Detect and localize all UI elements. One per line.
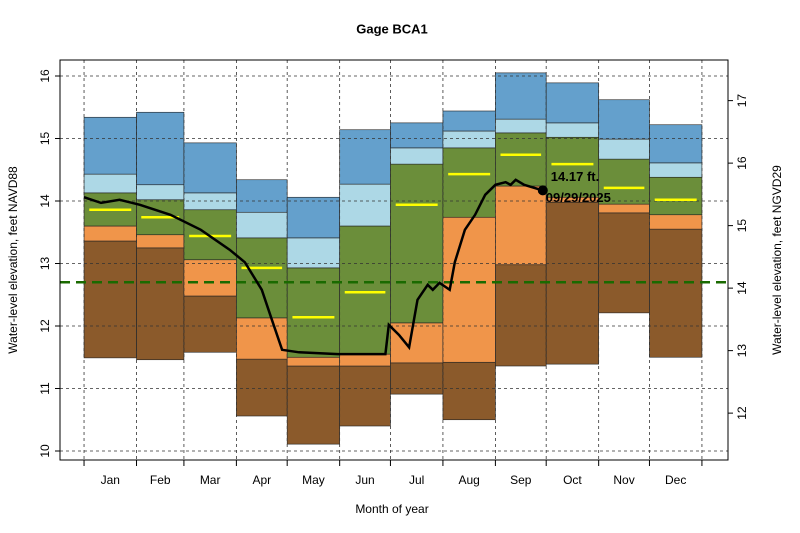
percentile-band bbox=[286, 196, 340, 239]
percentile-band bbox=[495, 118, 547, 134]
y2-tick-label: 12 bbox=[735, 406, 749, 420]
percentile-band bbox=[83, 116, 137, 175]
percentile-band bbox=[286, 267, 340, 358]
plot-frame bbox=[59, 59, 729, 461]
percentile-band bbox=[495, 132, 547, 187]
y-tick-label: 16 bbox=[38, 69, 52, 83]
percentile-band bbox=[136, 247, 185, 361]
percentile-band bbox=[236, 211, 288, 239]
percentile-band bbox=[442, 216, 496, 363]
percentile-band bbox=[286, 237, 340, 269]
y2-tick-label: 13 bbox=[735, 344, 749, 358]
percentile-band bbox=[649, 214, 703, 230]
percentile-band bbox=[649, 162, 703, 178]
y2-axis-label: Water-level elevation, feet NGVD29 bbox=[770, 165, 784, 355]
percentile-band bbox=[495, 264, 547, 367]
x-tick-label: Dec bbox=[665, 473, 686, 487]
percentile-band bbox=[390, 147, 444, 165]
x-tick-label: Jul bbox=[409, 473, 424, 487]
percentile-band bbox=[83, 173, 137, 194]
percentile-band bbox=[545, 122, 599, 138]
percentile-band bbox=[545, 136, 599, 198]
y-tick-label: 14 bbox=[38, 194, 52, 208]
x-tick-label: Sep bbox=[510, 473, 532, 487]
percentile-band bbox=[598, 138, 650, 160]
x-tick-label: Feb bbox=[150, 473, 171, 487]
y-tick-label: 15 bbox=[38, 132, 52, 146]
percentile-band bbox=[136, 184, 185, 201]
percentile-band bbox=[390, 322, 444, 364]
percentile-band bbox=[390, 163, 444, 324]
percentile-band bbox=[83, 240, 137, 359]
percentile-band bbox=[236, 237, 288, 319]
percentile-band bbox=[390, 362, 444, 395]
y2-tick-label: 14 bbox=[735, 281, 749, 295]
percentile-band bbox=[649, 176, 703, 216]
percentile-band bbox=[442, 147, 496, 218]
x-tick-label: Nov bbox=[613, 473, 634, 487]
percentile-band bbox=[598, 158, 650, 205]
y2-tick-label: 16 bbox=[735, 156, 749, 170]
y2-tick-label: 17 bbox=[735, 94, 749, 108]
percentile-band bbox=[236, 358, 288, 417]
x-axis-label: Month of year bbox=[355, 502, 428, 516]
x-tick-label: Oct bbox=[563, 473, 582, 487]
percentile-band bbox=[598, 99, 650, 140]
percentile-band bbox=[649, 124, 703, 164]
percentile-band bbox=[598, 212, 650, 314]
percentile-band bbox=[183, 142, 237, 194]
percentile-band bbox=[649, 228, 703, 358]
y2-tick-label: 15 bbox=[735, 219, 749, 233]
percentile-band bbox=[339, 365, 391, 427]
point-date: 09/29/2025 bbox=[546, 190, 611, 205]
x-tick-label: Apr bbox=[252, 473, 271, 487]
y-tick-label: 13 bbox=[38, 257, 52, 271]
percentile-band bbox=[390, 122, 444, 149]
y-tick-label: 12 bbox=[38, 319, 52, 333]
x-tick-label: Mar bbox=[200, 473, 221, 487]
percentile-band bbox=[136, 111, 185, 186]
percentile-band bbox=[442, 110, 496, 132]
percentile-band bbox=[183, 295, 237, 353]
water-level-line bbox=[83, 178, 544, 356]
percentile-band bbox=[339, 129, 391, 185]
x-tick-label: Aug bbox=[458, 473, 479, 487]
percentile-band bbox=[442, 361, 496, 421]
percentile-band bbox=[598, 203, 650, 214]
x-tick-label: Jun bbox=[355, 473, 374, 487]
x-tick-label: May bbox=[302, 473, 325, 487]
percentile-band bbox=[236, 179, 288, 213]
percentile-band bbox=[136, 234, 185, 249]
chart-title: Gage BCA1 bbox=[356, 21, 428, 36]
percentile-band bbox=[495, 185, 547, 266]
point-label: 14.17 ft. bbox=[551, 169, 599, 184]
y-axis-label: Water-level elevation, feet NAVD88 bbox=[6, 166, 20, 354]
percentile-band bbox=[339, 183, 391, 227]
percentile-band bbox=[183, 259, 237, 297]
percentile-band bbox=[339, 353, 391, 367]
percentile-band bbox=[495, 72, 547, 120]
percentile-band bbox=[83, 225, 137, 242]
y-tick-label: 10 bbox=[38, 444, 52, 458]
percentile-band bbox=[442, 130, 496, 149]
percentile-band bbox=[339, 225, 391, 355]
x-tick-label: Jan bbox=[101, 473, 120, 487]
current-point bbox=[537, 185, 548, 196]
percentile-band bbox=[286, 365, 340, 445]
percentile-band bbox=[545, 82, 599, 124]
y-tick-label: 11 bbox=[38, 382, 52, 395]
percentile-band bbox=[286, 356, 340, 367]
